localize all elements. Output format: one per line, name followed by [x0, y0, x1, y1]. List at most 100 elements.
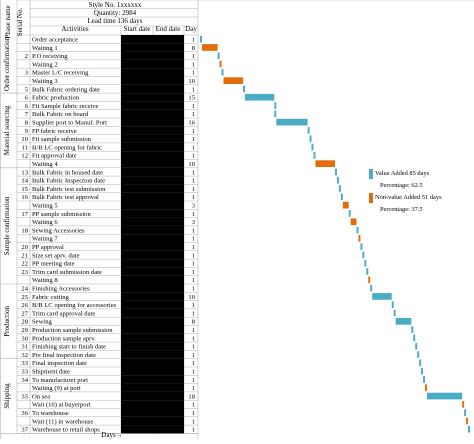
activity-name: PP meeting date [32, 261, 75, 268]
activity-name: Production sample submission [32, 327, 113, 334]
value-added-bar [313, 152, 315, 159]
day-count: 1 [192, 37, 195, 44]
day-count: 1 [192, 144, 195, 151]
activity-name: On sea [32, 393, 50, 400]
day-count: 1 [192, 136, 195, 143]
activity-name: Order acceptance [32, 37, 78, 44]
date-cells [121, 101, 184, 109]
day-count: 1 [192, 352, 195, 359]
serial-number: 9 [25, 128, 29, 135]
day-count: 1 [192, 427, 195, 434]
date-cells [121, 359, 184, 367]
non-value-added-bar [223, 77, 243, 84]
day-count: 1 [192, 269, 195, 276]
day-count: 8 [192, 319, 196, 326]
date-cells [121, 110, 184, 118]
value-added-bar [394, 310, 396, 317]
legend-percentage: Percentage: 62.5 [380, 182, 423, 189]
day-count: 10 [188, 78, 195, 85]
activity-name: PP sample submission [32, 211, 91, 218]
legend-percentage: Percentage: 37.5 [380, 206, 423, 213]
value-added-bar [413, 335, 415, 342]
serial-number: 29 [21, 327, 28, 334]
serial-number: 11 [22, 144, 28, 151]
style-number: Style No. 1xxxxxx [89, 1, 142, 9]
legend-swatch [369, 169, 373, 179]
serial-number: 15 [21, 186, 28, 193]
activity-name: Master L/C receiving [32, 70, 89, 77]
day-count: 10 [188, 294, 195, 301]
date-cells [121, 60, 184, 68]
table-row: 35 On sea 18 [21, 392, 195, 401]
day-count: 3 [192, 203, 196, 210]
value-added-bar [200, 36, 202, 43]
non-value-added-bar [358, 235, 360, 242]
serial-number: 23 [21, 269, 28, 276]
activity-name: Warehouse to retail shops [32, 427, 100, 434]
activity-name: FP fabric receive [32, 128, 77, 135]
lead-time: Lead time 136 days [87, 17, 142, 25]
day-count: 15 [188, 95, 195, 102]
activity-name: P.O receiving [32, 53, 68, 60]
activity-name: Fit sample submission [32, 136, 92, 143]
legend-swatch [369, 193, 373, 203]
value-added-bar [415, 343, 417, 350]
activity-name: Waiting 4 [32, 161, 58, 168]
quantity: Quantity: 2984 [94, 9, 137, 17]
day-count: 1 [192, 286, 195, 293]
serial-number: 6 [25, 95, 29, 102]
date-cells [121, 35, 184, 43]
date-cells [121, 77, 184, 85]
day-count: 1 [192, 53, 195, 60]
activity-name: Wait (10) at buyerport [32, 402, 91, 409]
activity-name: Bulk Fabric Inspection date [32, 178, 105, 185]
day-count: 1 [192, 344, 195, 351]
activity-name: Waiting (9) at port [32, 385, 81, 392]
serial-number: 12 [21, 153, 28, 160]
day-count: 1 [192, 360, 195, 367]
serial-number: 3 [25, 70, 29, 77]
date-cells [121, 209, 184, 217]
date-cells [121, 226, 184, 234]
legend-label: Non-value Added 51 days [375, 194, 442, 201]
value-added-bar [274, 102, 276, 109]
date-cells [121, 135, 184, 143]
date-cells [121, 342, 184, 350]
value-added-bar [245, 94, 274, 101]
serial-number: 24 [21, 286, 28, 293]
value-added-bar [276, 119, 307, 126]
serial-number: 22 [21, 261, 28, 268]
value-added-bar [218, 52, 220, 59]
day-count: 18 [188, 393, 195, 400]
serial-number: 35 [21, 393, 28, 400]
day-count: 10 [188, 161, 195, 168]
day-count: 1 [192, 86, 195, 93]
non-value-added-bar [351, 218, 357, 225]
non-value-added-bar [315, 160, 335, 167]
value-added-bar [427, 393, 462, 400]
value-added-bar [349, 210, 351, 217]
date-cells [121, 384, 184, 392]
activity-name: Size set aprv. date [32, 252, 80, 259]
date-cells [121, 52, 184, 60]
table-header: Phase name Serial No. Style No. 1xxxxxx … [4, 1, 197, 39]
date-cells [121, 417, 184, 425]
date-cells [121, 276, 184, 284]
day-count: 1 [192, 128, 195, 135]
serial-number: 16 [21, 194, 28, 201]
day-count: 1 [192, 178, 195, 185]
